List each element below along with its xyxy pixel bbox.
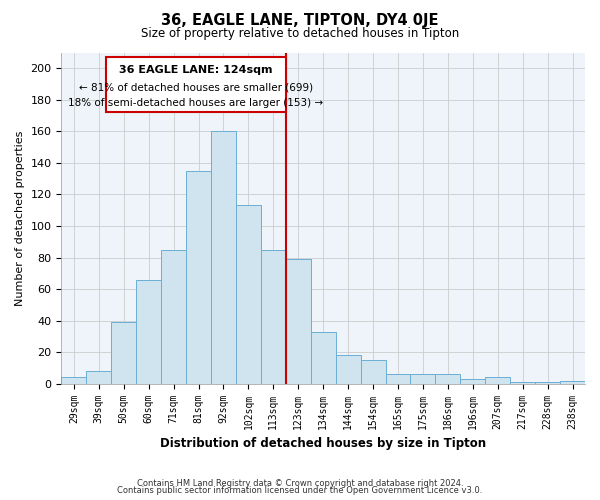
Text: 36, EAGLE LANE, TIPTON, DY4 0JE: 36, EAGLE LANE, TIPTON, DY4 0JE	[161, 12, 439, 28]
Text: 36 EAGLE LANE: 124sqm: 36 EAGLE LANE: 124sqm	[119, 65, 273, 75]
Bar	[161, 250, 186, 384]
Bar	[186, 171, 211, 384]
Bar	[460, 379, 485, 384]
Bar	[535, 382, 560, 384]
Bar	[136, 280, 161, 384]
Bar	[436, 374, 460, 384]
Text: 18% of semi-detached houses are larger (153) →: 18% of semi-detached houses are larger (…	[68, 98, 323, 108]
Bar	[236, 206, 261, 384]
Bar	[86, 371, 111, 384]
Text: Contains public sector information licensed under the Open Government Licence v3: Contains public sector information licen…	[118, 486, 482, 495]
Bar	[335, 356, 361, 384]
Bar	[311, 332, 335, 384]
Bar	[485, 378, 510, 384]
Bar	[560, 380, 585, 384]
Bar	[261, 250, 286, 384]
X-axis label: Distribution of detached houses by size in Tipton: Distribution of detached houses by size …	[160, 437, 486, 450]
Text: Size of property relative to detached houses in Tipton: Size of property relative to detached ho…	[141, 28, 459, 40]
Bar	[361, 360, 386, 384]
Bar	[61, 378, 86, 384]
Bar	[410, 374, 436, 384]
FancyBboxPatch shape	[106, 57, 286, 112]
Text: Contains HM Land Registry data © Crown copyright and database right 2024.: Contains HM Land Registry data © Crown c…	[137, 478, 463, 488]
Bar	[211, 132, 236, 384]
Bar	[286, 259, 311, 384]
Bar	[510, 382, 535, 384]
Y-axis label: Number of detached properties: Number of detached properties	[15, 130, 25, 306]
Bar	[386, 374, 410, 384]
Text: ← 81% of detached houses are smaller (699): ← 81% of detached houses are smaller (69…	[79, 82, 313, 92]
Bar	[111, 322, 136, 384]
